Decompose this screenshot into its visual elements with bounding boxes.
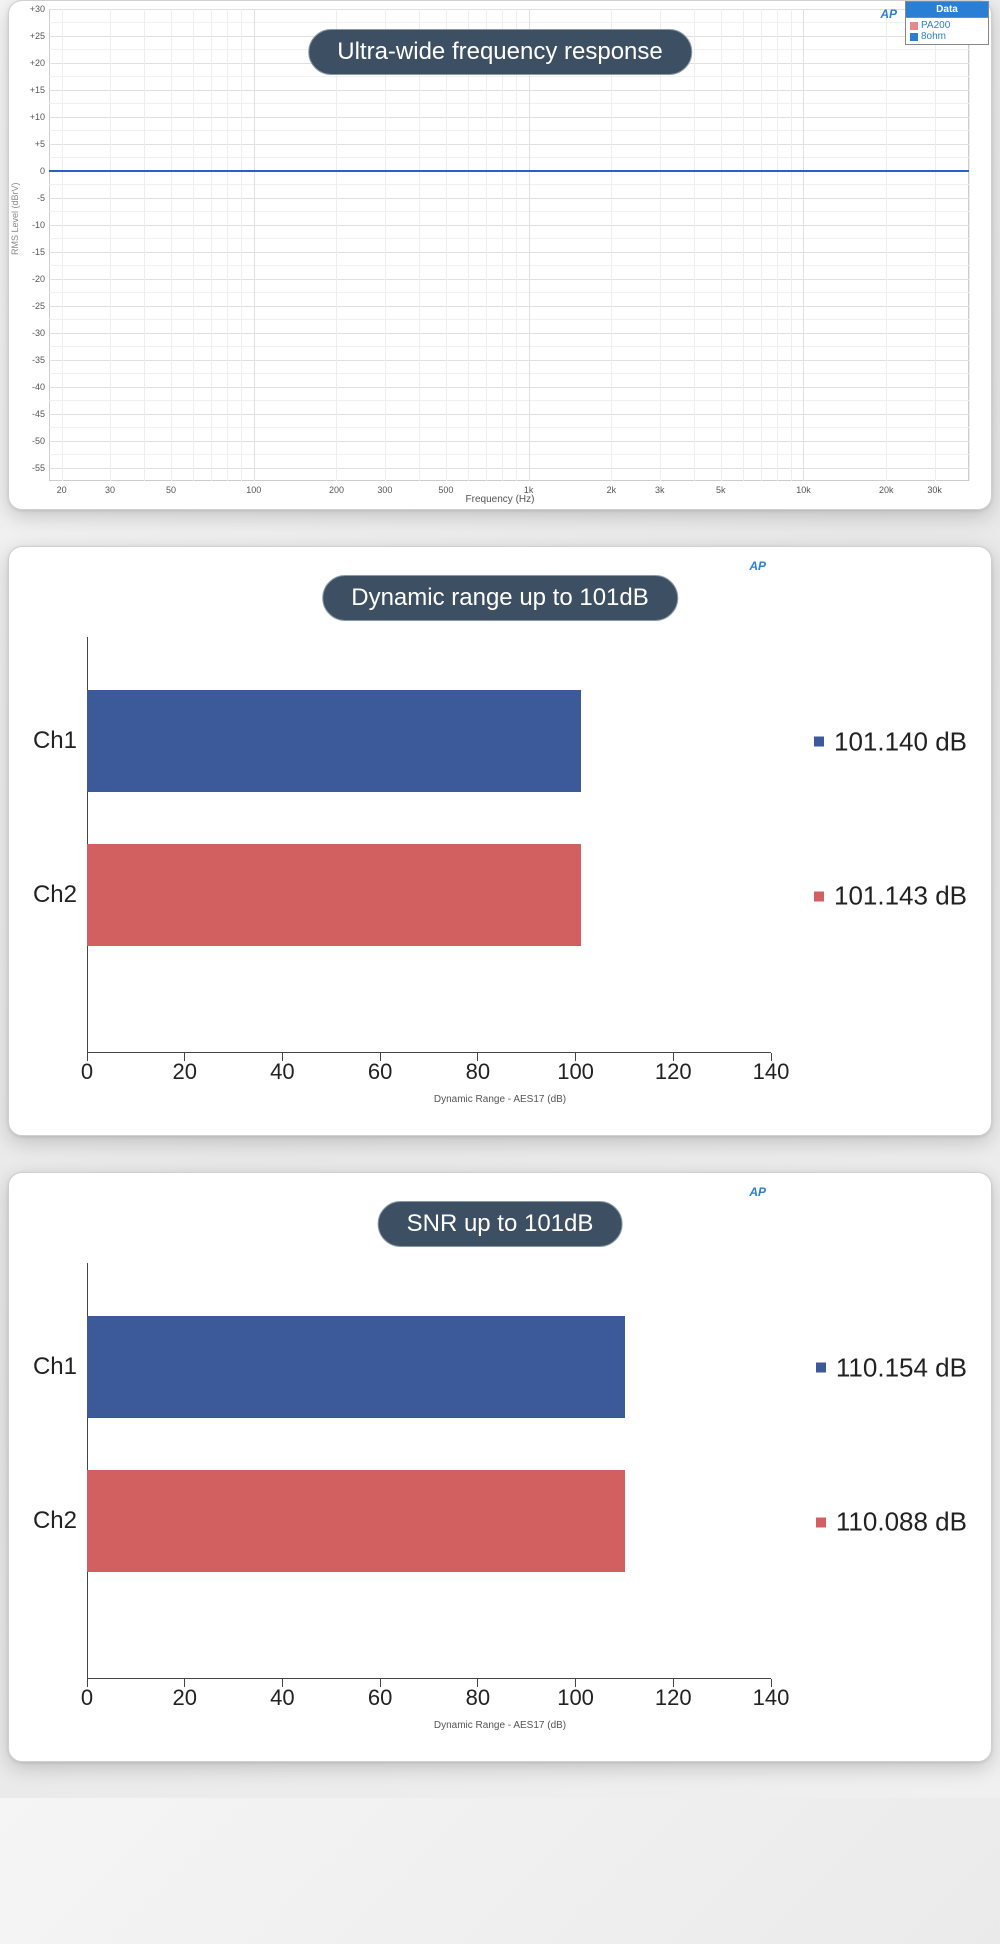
x-tick-label: 5k xyxy=(716,485,726,495)
dynamic-range-panel: Dynamic range up to 101dB AP 02040608010… xyxy=(8,546,992,1136)
x-tick-label: 100 xyxy=(246,485,261,495)
value-marker-icon xyxy=(816,1363,826,1373)
value-text: 101.140 dB xyxy=(834,726,967,757)
x-tick-label: 30k xyxy=(927,485,942,495)
legend-item: PA200 xyxy=(910,20,984,31)
y-tick-label: +25 xyxy=(19,31,45,41)
y-tick-label: -20 xyxy=(19,274,45,284)
y-tick-label: +15 xyxy=(19,85,45,95)
x-tick-label: 50 xyxy=(166,485,176,495)
y-tick-label: -40 xyxy=(19,382,45,392)
x-axis-label: Dynamic Range - AES17 (dB) xyxy=(434,1094,566,1105)
legend-label: PA200 xyxy=(921,20,950,31)
plot-border xyxy=(49,9,969,481)
ap-logo-icon: AP xyxy=(880,7,897,21)
y-tick-label: -5 xyxy=(19,193,45,203)
bar xyxy=(87,1470,625,1572)
x-tick-label: 2k xyxy=(607,485,617,495)
x-tick-label: 40 xyxy=(270,1059,294,1085)
x-axis-label: Dynamic Range - AES17 (dB) xyxy=(434,1720,566,1731)
x-tick-label: 200 xyxy=(329,485,344,495)
bar xyxy=(87,844,581,946)
x-tick-label: 0 xyxy=(81,1059,93,1085)
value-label: 101.143 dB xyxy=(814,881,967,912)
x-tick-label: 0 xyxy=(81,1685,93,1711)
value-label: 101.140 dB xyxy=(814,726,967,757)
category-label: Ch2 xyxy=(27,1507,77,1535)
x-tick-label: 60 xyxy=(368,1059,392,1085)
x-tick-label: 140 xyxy=(753,1059,790,1085)
value-text: 110.088 dB xyxy=(836,1507,967,1538)
x-axis-line xyxy=(87,1678,771,1679)
bar xyxy=(87,1316,625,1418)
x-tick-label: 20k xyxy=(879,485,894,495)
legend-swatch-icon xyxy=(910,33,918,41)
x-tick-label: 140 xyxy=(753,1685,790,1711)
y-tick-label: -50 xyxy=(19,436,45,446)
value-text: 110.154 dB xyxy=(836,1352,967,1383)
y-tick-label: +5 xyxy=(19,139,45,149)
ap-logo-icon: AP xyxy=(749,1185,766,1199)
legend-header: Data xyxy=(905,1,989,17)
x-tick-label: 500 xyxy=(438,485,453,495)
legend-label: 8ohm xyxy=(921,31,946,42)
response-line xyxy=(49,170,969,172)
y-tick-label: +30 xyxy=(19,4,45,14)
snr-panel: SNR up to 101dB AP 020406080100120140Ch1… xyxy=(8,1172,992,1762)
value-marker-icon xyxy=(816,1517,826,1527)
y-tick-label: +10 xyxy=(19,112,45,122)
chart-title: SNR up to 101dB xyxy=(378,1201,623,1247)
x-axis-label: Frequency (Hz) xyxy=(466,494,535,505)
chart-title: Ultra-wide frequency response xyxy=(308,29,692,75)
plot-area: +30+25+20+15+10+50-5-10-15-20-25-30-35-4… xyxy=(49,9,969,481)
y-tick-label: 0 xyxy=(19,166,45,176)
x-tick-label: 40 xyxy=(270,1685,294,1711)
y-tick-label: -30 xyxy=(19,328,45,338)
x-tick-label: 10k xyxy=(796,485,811,495)
y-tick-label: -25 xyxy=(19,301,45,311)
x-tick-label: 3k xyxy=(655,485,665,495)
legend-item: 8ohm xyxy=(910,31,984,42)
value-marker-icon xyxy=(814,737,824,747)
frequency-response-panel: Ultra-wide frequency response AP Data PA… xyxy=(8,0,992,510)
x-tick-label: 300 xyxy=(377,485,392,495)
y-tick-label: -10 xyxy=(19,220,45,230)
bar xyxy=(87,690,581,792)
chart-title: Dynamic range up to 101dB xyxy=(322,575,678,621)
y-tick-label: -35 xyxy=(19,355,45,365)
x-tick-label: 80 xyxy=(466,1685,490,1711)
x-tick-label: 20 xyxy=(172,1685,196,1711)
x-tick-label: 120 xyxy=(655,1059,692,1085)
y-tick-label: -15 xyxy=(19,247,45,257)
x-tick-label: 80 xyxy=(466,1059,490,1085)
x-tick-label: 30 xyxy=(105,485,115,495)
x-axis-line xyxy=(87,1052,771,1053)
x-tick-label: 100 xyxy=(557,1059,594,1085)
legend-swatch-icon xyxy=(910,22,918,30)
category-label: Ch1 xyxy=(27,1353,77,1381)
plot-area: 020406080100120140Ch1Ch2 xyxy=(87,1263,771,1679)
chart-legend: Data PA200 8ohm xyxy=(905,1,989,45)
x-tick-label: 120 xyxy=(655,1685,692,1711)
x-tick-label: 20 xyxy=(57,485,67,495)
value-label: 110.154 dB xyxy=(816,1352,967,1383)
x-tick-label: 20 xyxy=(172,1059,196,1085)
y-tick-label: -55 xyxy=(19,463,45,473)
x-tick-label: 100 xyxy=(557,1685,594,1711)
ap-logo-icon: AP xyxy=(749,559,766,573)
category-label: Ch2 xyxy=(27,881,77,909)
value-label: 110.088 dB xyxy=(816,1507,967,1538)
plot-area: 020406080100120140Ch1Ch2 xyxy=(87,637,771,1053)
value-text: 101.143 dB xyxy=(834,881,967,912)
y-tick-label: +20 xyxy=(19,58,45,68)
y-tick-label: -45 xyxy=(19,409,45,419)
legend-body: PA200 8ohm xyxy=(905,17,989,45)
category-label: Ch1 xyxy=(27,727,77,755)
value-marker-icon xyxy=(814,891,824,901)
x-tick-label: 60 xyxy=(368,1685,392,1711)
